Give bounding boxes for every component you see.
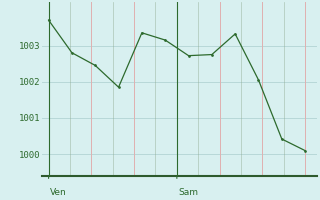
- Text: Ven: Ven: [50, 188, 67, 197]
- Text: Sam: Sam: [178, 188, 198, 197]
